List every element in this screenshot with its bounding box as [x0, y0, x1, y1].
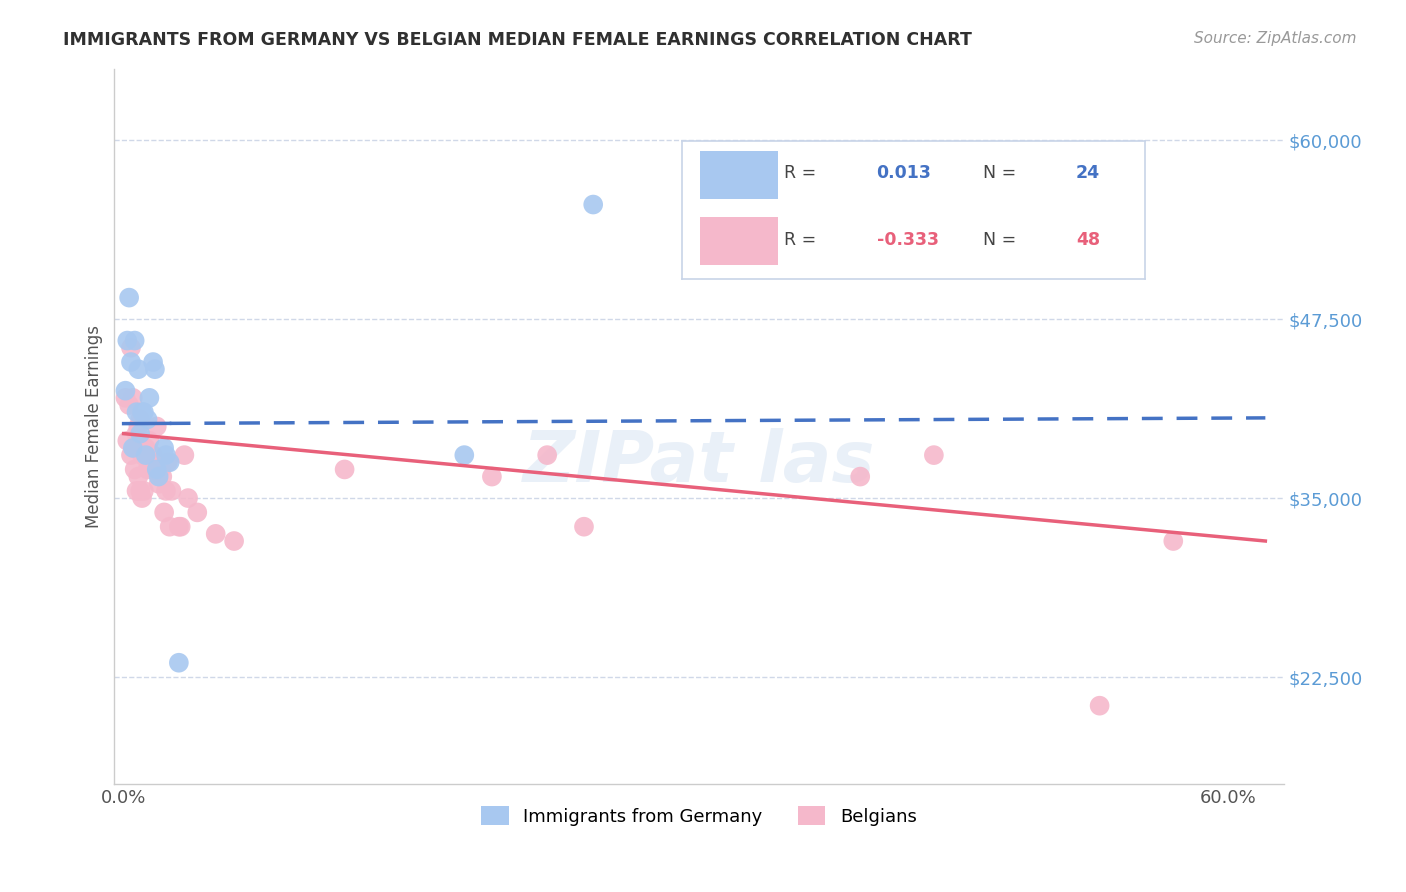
Point [160, 483, 183, 498]
Text: R =: R = [785, 164, 821, 182]
Point [129, 483, 152, 498]
Point [481, 469, 503, 483]
Point [159, 455, 181, 469]
Point [170, 519, 193, 533]
Point [131, 491, 153, 505]
Text: N =: N = [983, 231, 1022, 249]
Point [572, 519, 595, 533]
Text: IMMIGRANTS FROM GERMANY VS BELGIAN MEDIAN FEMALE EARNINGS CORRELATION CHART: IMMIGRANTS FROM GERMANY VS BELGIAN MEDIA… [63, 31, 972, 49]
Text: 0.013: 0.013 [876, 164, 931, 182]
Point [117, 434, 139, 448]
Point [114, 384, 136, 398]
Point [117, 334, 139, 348]
Point [142, 448, 165, 462]
Point [453, 448, 475, 462]
Point [148, 476, 170, 491]
Point [138, 391, 160, 405]
Point [131, 448, 153, 462]
Point [153, 441, 176, 455]
Point [127, 469, 149, 483]
Point [204, 526, 226, 541]
Text: Source: ZipAtlas.com: Source: ZipAtlas.com [1194, 31, 1357, 46]
Text: ZIPat las: ZIPat las [523, 428, 876, 497]
Point [135, 441, 157, 455]
Point [135, 448, 157, 462]
FancyBboxPatch shape [700, 217, 779, 265]
Point [124, 334, 146, 348]
Point [127, 419, 149, 434]
Point [142, 355, 165, 369]
Point [173, 448, 195, 462]
Text: R =: R = [785, 231, 821, 249]
Point [125, 405, 148, 419]
Point [922, 448, 945, 462]
Point [333, 462, 356, 476]
Point [120, 341, 142, 355]
Point [121, 441, 143, 455]
Point [124, 462, 146, 476]
Point [167, 656, 190, 670]
Point [167, 519, 190, 533]
Point [124, 441, 146, 455]
Point [1161, 534, 1184, 549]
Point [582, 197, 605, 211]
Point [145, 419, 167, 434]
Point [186, 505, 208, 519]
Text: N =: N = [983, 164, 1022, 182]
Point [132, 483, 155, 498]
Point [118, 398, 141, 412]
Point [136, 462, 159, 476]
Point [125, 426, 148, 441]
Text: 24: 24 [1076, 164, 1099, 182]
Point [118, 291, 141, 305]
Point [114, 391, 136, 405]
Point [150, 469, 173, 483]
Point [132, 405, 155, 419]
Text: 48: 48 [1076, 231, 1099, 249]
Point [132, 448, 155, 462]
Point [120, 355, 142, 369]
Point [143, 462, 166, 476]
Point [149, 462, 172, 476]
Point [177, 491, 200, 505]
Text: -0.333: -0.333 [876, 231, 939, 249]
Point [159, 519, 181, 533]
Point [125, 483, 148, 498]
Point [138, 434, 160, 448]
Point [155, 448, 177, 462]
Point [224, 534, 246, 549]
Legend: Immigrants from Germany, Belgians: Immigrants from Germany, Belgians [481, 806, 917, 825]
Point [131, 405, 153, 419]
Point [849, 469, 872, 483]
Point [156, 455, 179, 469]
Point [143, 362, 166, 376]
Point [153, 505, 176, 519]
Point [536, 448, 558, 462]
Point [148, 469, 170, 483]
Point [120, 448, 142, 462]
Point [121, 391, 143, 405]
Point [129, 426, 152, 441]
FancyBboxPatch shape [700, 151, 779, 199]
Point [1088, 698, 1111, 713]
Point [129, 412, 152, 426]
Point [145, 462, 167, 476]
Point [127, 362, 149, 376]
Point [155, 483, 177, 498]
Y-axis label: Median Female Earnings: Median Female Earnings [86, 325, 103, 528]
Point [136, 412, 159, 426]
Point [141, 455, 163, 469]
